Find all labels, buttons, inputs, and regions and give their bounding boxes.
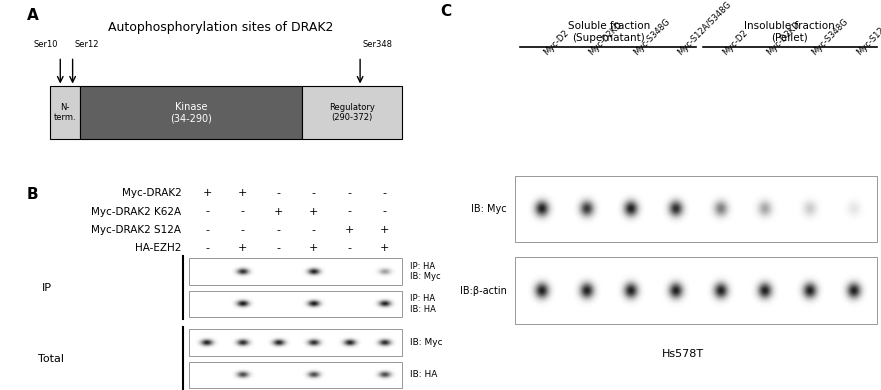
Bar — [189, 291, 403, 317]
Text: Myc-D2KD: Myc-D2KD — [587, 20, 624, 57]
Text: -: - — [205, 243, 209, 253]
Text: Myc-D2: Myc-D2 — [721, 28, 749, 57]
Text: +: + — [238, 188, 248, 198]
Text: Ser10: Ser10 — [33, 40, 58, 49]
Text: +: + — [273, 207, 283, 216]
Text: Soluble fraction
(Supernatant): Soluble fraction (Supernatant) — [568, 21, 650, 43]
Text: Hs578T: Hs578T — [662, 349, 704, 359]
Text: Kinase
(34-290): Kinase (34-290) — [170, 102, 211, 123]
Text: Myc-S348G: Myc-S348G — [632, 17, 671, 57]
Text: IP: IP — [42, 283, 52, 292]
Bar — [515, 257, 877, 324]
Text: Myc-D2KD: Myc-D2KD — [765, 20, 803, 57]
Text: Myc-S12A/S348G: Myc-S12A/S348G — [855, 0, 881, 57]
Text: +: + — [238, 243, 248, 253]
Text: +: + — [344, 225, 354, 235]
Text: -: - — [241, 207, 245, 216]
Bar — [515, 176, 877, 242]
Text: Autophosphorylation sites of DRAK2: Autophosphorylation sites of DRAK2 — [107, 21, 333, 34]
Bar — [49, 87, 79, 139]
Text: Ser348: Ser348 — [362, 40, 392, 49]
Text: Total: Total — [38, 354, 64, 363]
Text: A: A — [26, 8, 38, 23]
Bar — [79, 87, 302, 139]
Text: -: - — [347, 188, 352, 198]
Text: IB: Myc: IB: Myc — [471, 204, 507, 214]
Text: IB: HA: IB: HA — [411, 370, 438, 379]
Text: Ser12: Ser12 — [75, 40, 99, 49]
Bar — [302, 87, 403, 139]
Text: -: - — [347, 207, 352, 216]
Bar — [189, 329, 403, 356]
Text: C: C — [440, 4, 452, 19]
Text: +: + — [309, 207, 318, 216]
Text: -: - — [276, 188, 280, 198]
Bar — [189, 362, 403, 388]
Text: -: - — [382, 207, 387, 216]
Text: HA-EZH2: HA-EZH2 — [135, 243, 181, 253]
Text: N-
term.: N- term. — [54, 103, 76, 122]
Text: -: - — [241, 225, 245, 235]
Text: Regulatory
(290-372): Regulatory (290-372) — [329, 103, 375, 122]
Text: -: - — [205, 225, 209, 235]
Text: Myc-DRAK2 S12A: Myc-DRAK2 S12A — [92, 225, 181, 235]
Text: -: - — [312, 225, 315, 235]
Text: +: + — [309, 243, 318, 253]
Text: Myc-D2: Myc-D2 — [542, 28, 571, 57]
Text: -: - — [276, 243, 280, 253]
Text: -: - — [205, 207, 209, 216]
Text: -: - — [347, 243, 352, 253]
Text: IP: HA
IB: HA: IP: HA IB: HA — [411, 294, 436, 314]
Text: -: - — [382, 188, 387, 198]
Text: IB:β-actin: IB:β-actin — [460, 285, 507, 296]
Bar — [189, 258, 403, 285]
Text: IP: HA
IB: Myc: IP: HA IB: Myc — [411, 262, 440, 281]
Text: -: - — [276, 225, 280, 235]
Text: +: + — [380, 243, 389, 253]
Text: Myc-DRAK2 K62A: Myc-DRAK2 K62A — [92, 207, 181, 216]
Text: -: - — [312, 188, 315, 198]
Text: Insoluble fraction
(Pellet): Insoluble fraction (Pellet) — [744, 21, 835, 43]
Text: Myc-S12A/S348G: Myc-S12A/S348G — [676, 0, 733, 57]
Text: +: + — [380, 225, 389, 235]
Text: Myc-S348G: Myc-S348G — [810, 17, 850, 57]
Text: B: B — [26, 187, 38, 202]
Text: Myc-DRAK2: Myc-DRAK2 — [122, 188, 181, 198]
Text: IB: Myc: IB: Myc — [411, 338, 443, 347]
Text: +: + — [203, 188, 211, 198]
